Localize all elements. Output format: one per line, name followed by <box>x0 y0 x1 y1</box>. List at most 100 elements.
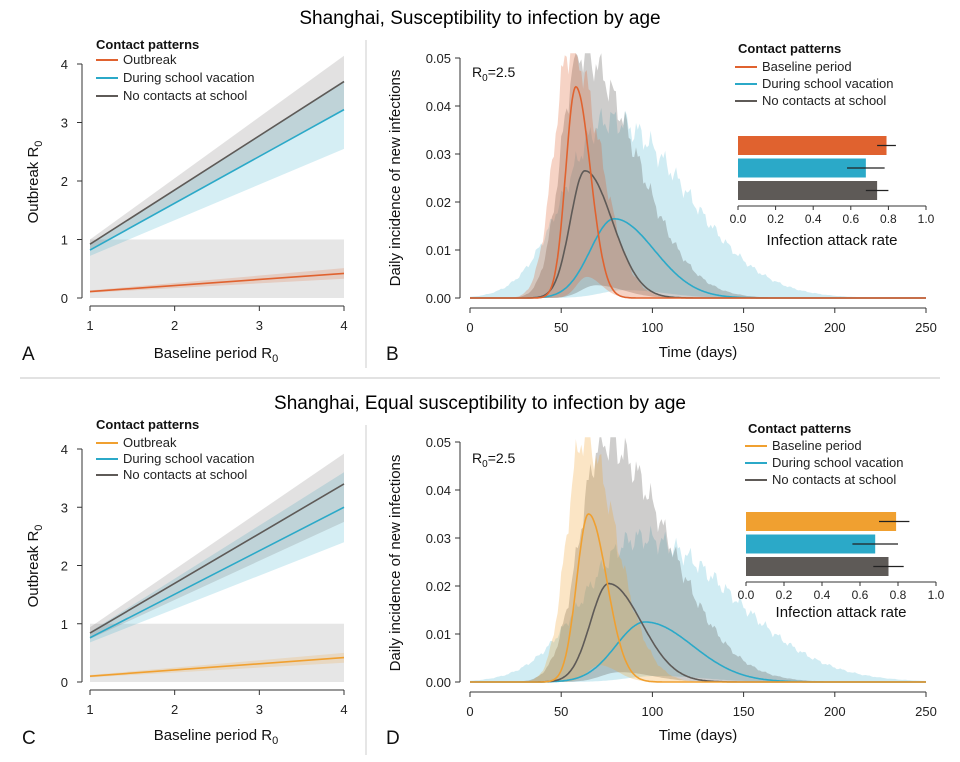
y-tick-label: 0 <box>61 291 68 306</box>
legend-label-noschool: No contacts at school <box>762 93 886 108</box>
inset-x-tick-label: 0.0 <box>730 212 747 226</box>
x-tick-label: 3 <box>256 702 263 717</box>
ci-band-no-contacts-at-school <box>470 437 926 682</box>
inset-x-tick-label: 0.8 <box>880 212 897 226</box>
y-tick-label: 0.00 <box>426 291 451 306</box>
legend-label-vacation: During school vacation <box>772 455 904 470</box>
x-tick-label: 200 <box>824 704 846 719</box>
y-tick-label: 0.01 <box>426 627 451 642</box>
panel-b-inset-xlabel: Infection attack rate <box>767 232 898 249</box>
panel-a-bands <box>90 55 344 298</box>
legend-label-outbreak: Outbreak <box>123 435 177 450</box>
panel-d-lines <box>470 513 926 683</box>
legend-label-vacation: During school vacation <box>123 451 255 466</box>
x-tick-label: 4 <box>340 702 347 717</box>
legend-label-vacation: During school vacation <box>762 76 894 91</box>
panel-a-lines <box>89 80 345 293</box>
x-tick-label: 0 <box>466 704 473 719</box>
panel-b-r0-annotation: R0=2.5 <box>472 64 516 84</box>
inset-x-tick-label: 1.0 <box>918 212 935 226</box>
y-tick-label: 0.05 <box>426 51 451 66</box>
panel-c-bands <box>90 453 344 682</box>
section1-title: Shanghai, Susceptibility to infection by… <box>299 8 660 29</box>
x-tick-label: 0 <box>466 320 473 335</box>
inset-bar-during-school-vacation <box>738 158 866 178</box>
panel-c-letter: C <box>22 728 36 749</box>
inset-bar-no-contacts-at-school <box>738 181 878 200</box>
y-tick-label: 2 <box>61 559 68 574</box>
panel-c-legend-item-noschool: No contacts at school <box>96 467 247 482</box>
panel-c-lines <box>89 483 345 677</box>
y-tick-label: 0.05 <box>426 435 451 450</box>
y-tick-label: 0.04 <box>426 99 451 114</box>
panel-d-inset-xlabel: Infection attack rate <box>776 604 907 621</box>
x-tick-label: 3 <box>256 318 263 333</box>
y-tick-label: 0.00 <box>426 675 451 690</box>
panel-a-legend-item-outbreak: Outbreak <box>96 52 177 67</box>
panel-c-legend-title: Contact patterns <box>96 417 199 432</box>
legend-label-baseline: Baseline period <box>762 59 852 74</box>
ci-band-during-school-vacation <box>90 472 344 643</box>
panel-b-legend-item-vacation: During school vacation <box>735 76 894 91</box>
y-tick-label: 0.01 <box>426 243 451 258</box>
panel-a-axes: 0 1 2 3 4 1 2 3 4 <box>61 57 348 333</box>
panel-d-axes: 0.00 0.01 0.02 0.03 0.04 0.05 0 50 100 150 200 250 <box>426 435 937 719</box>
panel-d-ylabel: Daily incidence of new infections <box>387 455 404 672</box>
panel-b-legend-title: Contact patterns <box>738 41 841 56</box>
panel-b-letter: B <box>386 344 399 365</box>
inset-x-tick-label: 0.4 <box>814 588 831 602</box>
inset-x-tick-label: 0.8 <box>890 588 907 602</box>
panel-b-lines <box>470 85 926 299</box>
y-tick-label: 0.03 <box>426 147 451 162</box>
panel-d-legend-item-baseline: Baseline period <box>745 438 862 453</box>
panel-d-inset-bar-chart: 0.0 0.2 0.4 0.6 0.8 1.0 <box>738 512 945 602</box>
ci-band-no-contacts-at-school <box>90 55 344 251</box>
y-tick-label: 3 <box>61 500 68 515</box>
panel-b-legend-item-noschool: No contacts at school <box>735 93 886 108</box>
x-tick-label: 1 <box>86 318 93 333</box>
y-tick-label: 0.03 <box>426 531 451 546</box>
inset-x-tick-label: 0.2 <box>767 212 784 226</box>
series-line-during-school-vacation <box>89 108 345 251</box>
y-tick-label: 0 <box>61 675 68 690</box>
x-tick-label: 250 <box>915 704 937 719</box>
legend-label-noschool: No contacts at school <box>123 467 247 482</box>
ci-band-during-school-vacation <box>90 80 344 256</box>
panel-a-xlabel: Baseline period R0 <box>154 345 279 365</box>
panel-c-legend-item-vacation: During school vacation <box>96 451 255 466</box>
panel-c-axes: 0 1 2 3 4 1 2 3 4 <box>61 442 348 717</box>
panel-d: 0.000.010.020.030.040.050 50 100 150 200 250 … <box>386 421 945 749</box>
x-tick-label: 150 <box>733 704 755 719</box>
y-tick-label: 1 <box>61 233 68 248</box>
y-tick-label: 0.02 <box>426 579 451 594</box>
inset-bar-during-school-vacation <box>746 534 876 554</box>
panel-c-ylabel: Outbreak R0 <box>25 525 45 608</box>
x-tick-label: 1 <box>86 702 93 717</box>
panel-d-r0-annotation: R0=2.5 <box>472 450 516 470</box>
panel-b-inset-bar-chart: 0.0 0.2 0.4 0.6 0.8 1.0 <box>730 136 935 226</box>
x-tick-label: 150 <box>733 320 755 335</box>
y-tick-label: 0.04 <box>426 483 451 498</box>
inset-x-tick-label: 0.6 <box>842 212 859 226</box>
panel-d-letter: D <box>386 728 400 749</box>
inset-x-tick-label: 0.4 <box>805 212 822 226</box>
inset-x-tick-label: 0.0 <box>738 588 755 602</box>
panel-d-legend-item-vacation: During school vacation <box>745 455 904 470</box>
panel-c-xlabel: Baseline period R0 <box>154 727 279 747</box>
panel-d-legend-title: Contact patterns <box>748 421 851 436</box>
y-tick-label: 3 <box>61 116 68 131</box>
panel-c: 0 1 2 3 4 1 2 3 4 Contact patterns Outbreak Duri… <box>22 417 348 749</box>
inset-bar-no-contacts-at-school <box>746 557 889 576</box>
panel-a-legend-item-vacation: During school vacation <box>96 70 255 85</box>
panel-b: 0.000.010.020.030.040.050 50 100 150 200 250 … <box>386 41 937 365</box>
panel-b-axes: 0.00 0.01 0.02 0.03 0.04 0.05 0 50 100 150 200 250 <box>426 51 937 335</box>
ci-band-baseline-period <box>470 437 926 682</box>
x-tick-label: 250 <box>915 320 937 335</box>
inset-x-tick-label: 1.0 <box>928 588 945 602</box>
inset-bar-baseline-period <box>746 512 897 531</box>
panel-a-legend-title: Contact patterns <box>96 37 199 52</box>
x-tick-label: 200 <box>824 320 846 335</box>
panel-a-legend-item-noschool: No contacts at school <box>96 88 247 103</box>
panel-c-legend-item-outbreak: Outbreak <box>96 435 177 450</box>
